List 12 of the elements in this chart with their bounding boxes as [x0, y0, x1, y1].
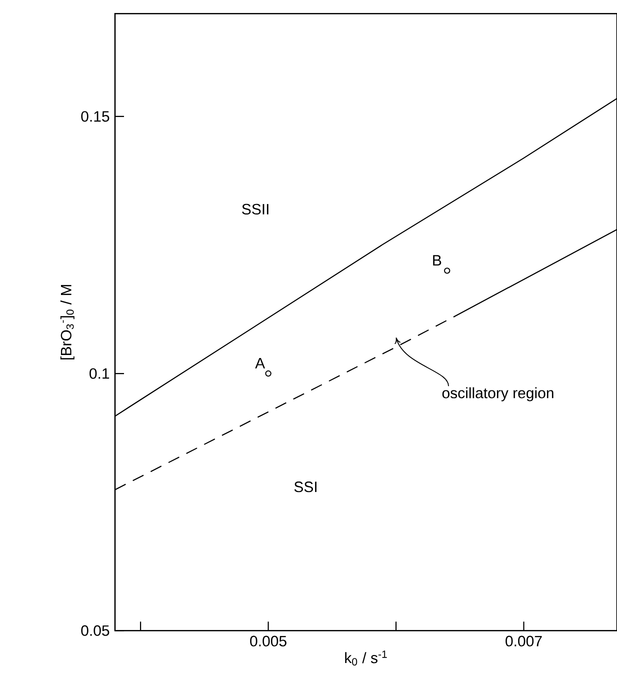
- y-tick-label: 0.1: [90, 368, 110, 379]
- y-tick-label: 0.15: [81, 111, 110, 122]
- x-axis-title: k$_{0}$ / s$^{-1}$: [345, 650, 387, 666]
- y-axis-title: [BrO$_{3}$$^{-}$]$_{0}$ / M: [60, 285, 74, 360]
- y-tick-label: 0.05: [81, 625, 110, 636]
- annotation: SSI: [294, 482, 316, 492]
- annotation: SSII: [242, 204, 268, 214]
- annotation: A: [255, 358, 266, 368]
- x-tick-label: 0.005: [250, 636, 286, 646]
- x-tick-label: 0.007: [506, 636, 542, 646]
- annotation: oscillatory region: [442, 387, 554, 402]
- annotation: B: [433, 255, 442, 266]
